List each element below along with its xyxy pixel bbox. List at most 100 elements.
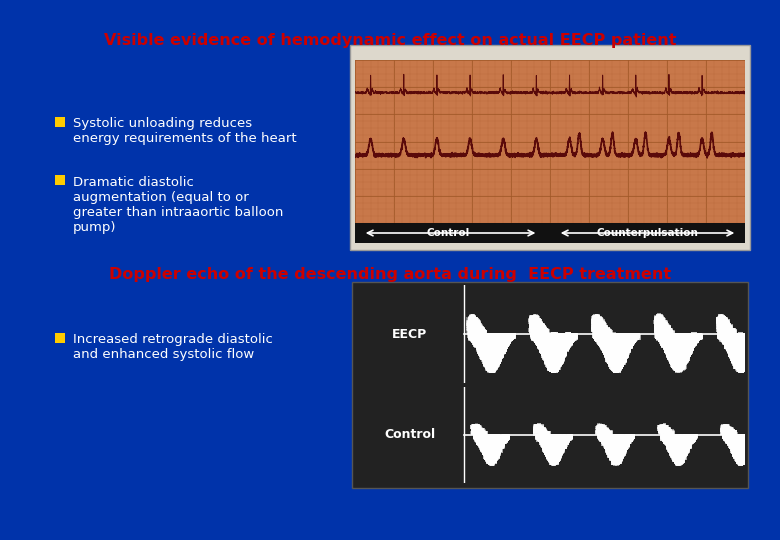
Point xyxy=(467,422,480,431)
Point xyxy=(734,341,746,350)
Point xyxy=(616,451,629,460)
Point xyxy=(556,339,569,348)
Point xyxy=(617,434,629,443)
Point xyxy=(541,450,554,458)
Point xyxy=(549,335,562,343)
Point xyxy=(736,434,748,443)
Point xyxy=(739,364,751,373)
Point xyxy=(616,334,629,343)
Point xyxy=(680,356,693,364)
Point xyxy=(672,458,685,467)
Point xyxy=(481,336,494,345)
Point xyxy=(469,321,481,330)
Point xyxy=(726,327,739,335)
Point xyxy=(681,434,693,442)
Point xyxy=(732,361,745,370)
Point xyxy=(487,361,499,370)
Point xyxy=(607,434,619,443)
Point xyxy=(604,451,616,460)
Point xyxy=(485,341,498,350)
Point xyxy=(679,348,691,356)
Point xyxy=(540,353,552,361)
Point xyxy=(546,338,558,347)
Point xyxy=(485,345,498,353)
Point xyxy=(663,353,675,362)
Point xyxy=(676,435,689,444)
Point xyxy=(654,429,666,438)
Point xyxy=(606,354,619,363)
Point xyxy=(670,363,682,372)
Point xyxy=(619,443,632,451)
Point xyxy=(494,335,506,344)
Point xyxy=(739,343,751,352)
Point xyxy=(606,353,619,362)
Point xyxy=(611,341,623,349)
Point xyxy=(546,348,558,357)
Point xyxy=(464,322,477,331)
Point xyxy=(483,458,495,467)
Point xyxy=(537,347,549,355)
Point xyxy=(594,332,606,341)
Point xyxy=(610,367,622,375)
Point xyxy=(736,446,749,455)
Point xyxy=(549,436,562,444)
Point xyxy=(663,353,675,361)
Point xyxy=(548,438,560,447)
Point xyxy=(658,340,670,349)
Point xyxy=(594,315,607,324)
Point xyxy=(477,342,490,351)
Point xyxy=(537,429,549,438)
Point xyxy=(671,353,683,361)
Point xyxy=(732,360,745,369)
Point xyxy=(477,446,489,455)
Point xyxy=(618,333,630,342)
Point xyxy=(611,334,623,343)
Point xyxy=(492,447,505,456)
Point xyxy=(613,352,626,361)
Point xyxy=(481,433,494,441)
Point xyxy=(599,433,612,441)
Point xyxy=(690,334,702,343)
Point xyxy=(743,440,755,448)
Point xyxy=(606,332,619,340)
Point xyxy=(606,352,619,361)
Point xyxy=(476,340,488,348)
Point xyxy=(672,349,684,358)
Point xyxy=(495,334,508,342)
Point xyxy=(558,442,571,451)
Point xyxy=(614,362,626,370)
Point xyxy=(547,444,559,453)
Point xyxy=(611,349,623,358)
Point xyxy=(677,352,690,361)
Point xyxy=(606,449,619,457)
Point xyxy=(611,361,623,369)
Point xyxy=(551,438,564,447)
Point xyxy=(624,338,636,346)
Point xyxy=(654,322,667,330)
Point xyxy=(494,353,506,361)
Point xyxy=(548,350,561,359)
Point xyxy=(727,342,739,350)
Point xyxy=(735,363,747,372)
Point xyxy=(666,339,679,347)
Point xyxy=(656,331,668,340)
Point xyxy=(736,454,749,463)
Point xyxy=(464,316,477,325)
Point xyxy=(599,334,612,342)
Point xyxy=(606,348,619,357)
Point xyxy=(484,335,497,343)
Point xyxy=(671,340,683,349)
Point xyxy=(717,425,729,434)
Point xyxy=(545,441,558,449)
Point xyxy=(493,341,505,349)
Point xyxy=(487,446,499,455)
Point xyxy=(626,338,639,347)
Point xyxy=(723,340,736,349)
Point xyxy=(553,334,566,342)
Point xyxy=(557,342,569,350)
Point xyxy=(739,443,752,452)
Point xyxy=(736,442,749,450)
Point xyxy=(668,335,680,344)
Point xyxy=(729,356,741,364)
Point xyxy=(480,335,492,343)
